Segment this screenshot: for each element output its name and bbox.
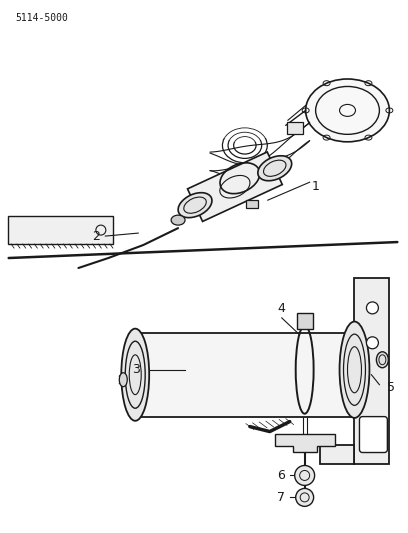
Polygon shape (135, 333, 355, 417)
Ellipse shape (366, 337, 378, 349)
Ellipse shape (258, 156, 292, 181)
Bar (246, 200, 258, 208)
Text: 2: 2 (93, 230, 100, 243)
Ellipse shape (377, 352, 388, 368)
Ellipse shape (366, 302, 378, 314)
Polygon shape (275, 433, 335, 451)
Text: 6: 6 (277, 469, 285, 482)
Text: 7: 7 (277, 491, 285, 504)
Text: 3: 3 (132, 363, 140, 376)
Text: 5114-5000: 5114-5000 (16, 13, 69, 23)
Bar (297, 313, 313, 329)
Ellipse shape (339, 321, 369, 418)
Text: 4: 4 (278, 302, 286, 315)
Ellipse shape (296, 488, 314, 506)
Ellipse shape (121, 329, 149, 421)
Text: 1: 1 (312, 180, 319, 193)
Bar (287, 123, 303, 134)
Text: 5: 5 (387, 381, 395, 394)
Ellipse shape (119, 373, 127, 386)
FancyBboxPatch shape (359, 417, 387, 453)
Ellipse shape (171, 215, 185, 225)
Polygon shape (188, 152, 282, 221)
Ellipse shape (306, 79, 389, 142)
Ellipse shape (178, 192, 212, 217)
Polygon shape (355, 278, 389, 464)
FancyBboxPatch shape (8, 216, 113, 244)
Ellipse shape (295, 465, 315, 486)
Polygon shape (319, 445, 355, 464)
